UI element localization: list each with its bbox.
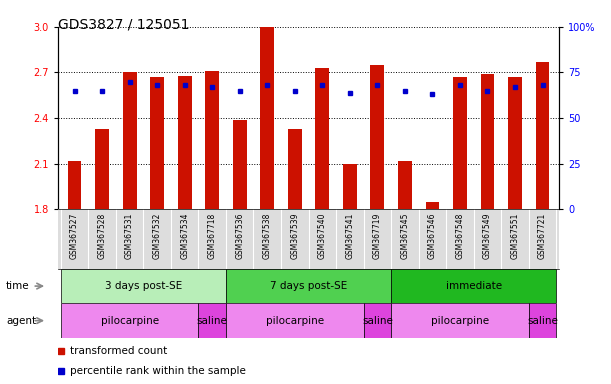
- Text: immediate: immediate: [445, 281, 502, 291]
- Bar: [68, 161, 81, 209]
- Text: GDS3827 / 125051: GDS3827 / 125051: [58, 17, 189, 31]
- Text: GSM367719: GSM367719: [373, 212, 382, 259]
- Bar: [453, 77, 467, 209]
- Text: pilocarpine: pilocarpine: [101, 316, 159, 326]
- Bar: [233, 119, 247, 209]
- Text: saline: saline: [197, 316, 228, 326]
- Bar: [123, 73, 136, 209]
- Bar: [343, 164, 357, 209]
- Text: GSM367527: GSM367527: [70, 212, 79, 259]
- Bar: [391, 269, 556, 303]
- Bar: [425, 202, 439, 209]
- Text: agent: agent: [6, 316, 36, 326]
- Bar: [481, 74, 494, 209]
- Bar: [508, 77, 522, 209]
- Text: GSM367541: GSM367541: [345, 212, 354, 259]
- Text: GSM367549: GSM367549: [483, 212, 492, 259]
- Text: pilocarpine: pilocarpine: [266, 316, 324, 326]
- Bar: [61, 303, 199, 338]
- Text: saline: saline: [362, 316, 393, 326]
- Text: GSM367531: GSM367531: [125, 212, 134, 259]
- Bar: [370, 65, 384, 209]
- Text: time: time: [6, 281, 30, 291]
- Text: GSM367538: GSM367538: [263, 212, 272, 259]
- Text: saline: saline: [527, 316, 558, 326]
- Text: GSM367548: GSM367548: [455, 212, 464, 259]
- Text: GSM367721: GSM367721: [538, 212, 547, 258]
- Text: GSM367545: GSM367545: [400, 212, 409, 259]
- Text: percentile rank within the sample: percentile rank within the sample: [70, 366, 246, 376]
- Text: GSM367534: GSM367534: [180, 212, 189, 259]
- Bar: [150, 77, 164, 209]
- Bar: [61, 269, 226, 303]
- Bar: [199, 303, 226, 338]
- Text: GSM367551: GSM367551: [511, 212, 519, 259]
- Text: GSM367528: GSM367528: [98, 212, 106, 258]
- Bar: [288, 129, 302, 209]
- Bar: [226, 303, 364, 338]
- Bar: [205, 71, 219, 209]
- Bar: [260, 27, 274, 209]
- Text: GSM367536: GSM367536: [235, 212, 244, 259]
- Text: pilocarpine: pilocarpine: [431, 316, 489, 326]
- Text: GSM367532: GSM367532: [153, 212, 162, 259]
- Bar: [226, 269, 391, 303]
- Text: 3 days post-SE: 3 days post-SE: [104, 281, 182, 291]
- Bar: [391, 303, 529, 338]
- Text: GSM367546: GSM367546: [428, 212, 437, 259]
- Bar: [364, 303, 391, 338]
- Text: transformed count: transformed count: [70, 346, 167, 356]
- Bar: [536, 62, 549, 209]
- Text: 7 days post-SE: 7 days post-SE: [270, 281, 347, 291]
- Text: GSM367540: GSM367540: [318, 212, 327, 259]
- Text: GSM367539: GSM367539: [290, 212, 299, 259]
- Bar: [315, 68, 329, 209]
- Bar: [398, 161, 412, 209]
- Text: GSM367718: GSM367718: [208, 212, 217, 258]
- Bar: [529, 303, 556, 338]
- Bar: [178, 76, 192, 209]
- Bar: [95, 129, 109, 209]
